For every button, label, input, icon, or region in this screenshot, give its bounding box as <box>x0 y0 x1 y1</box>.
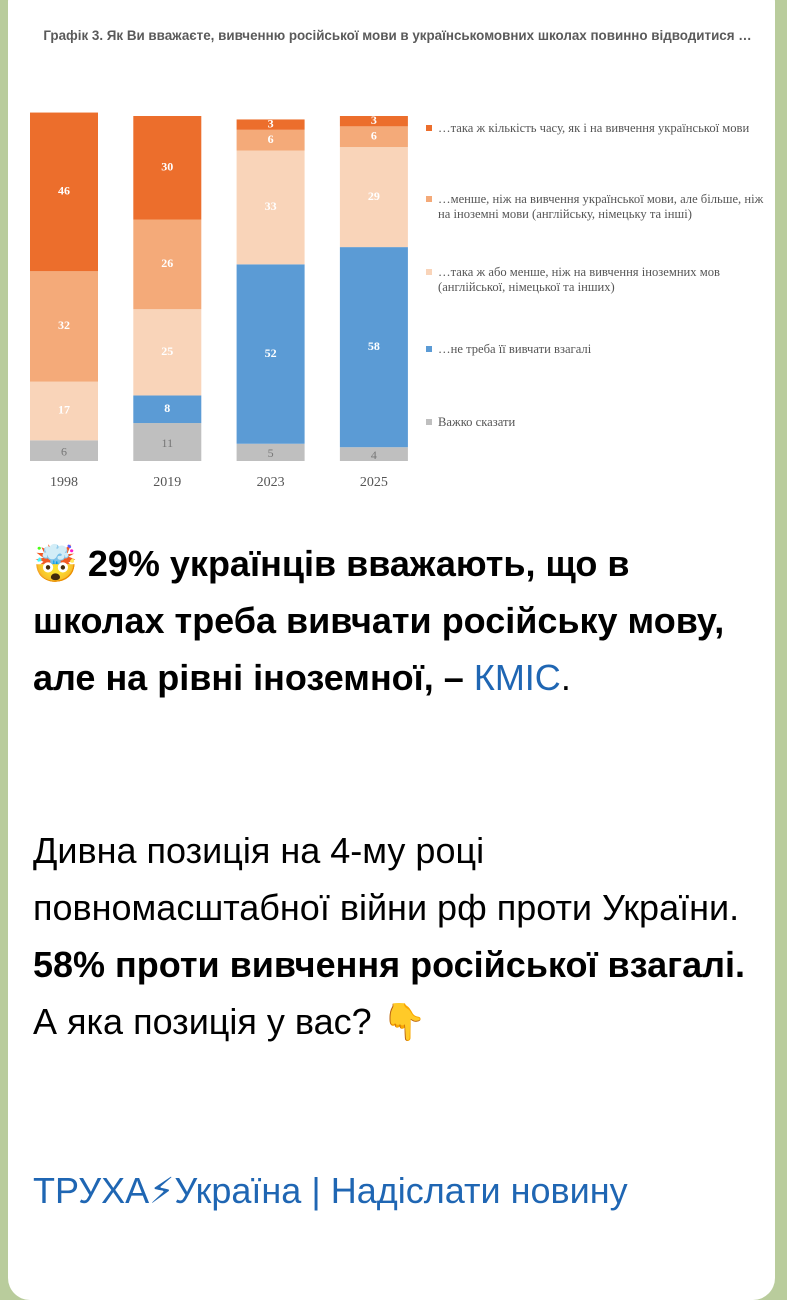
x-tick-label: 2023 <box>257 475 285 490</box>
legend-swatch <box>426 346 432 352</box>
data-label: 30 <box>161 160 173 174</box>
legend-item: Важко сказати <box>426 415 768 430</box>
bar-segment <box>339 147 408 248</box>
bar-segment <box>236 119 305 130</box>
legend-item: …така ж або менше, ніж на вивчення інозе… <box>426 265 768 294</box>
data-label: 8 <box>164 401 170 415</box>
bar-segment <box>133 309 202 396</box>
legend-swatch <box>426 419 432 425</box>
legend-swatch <box>426 125 432 131</box>
bar-segment <box>30 271 98 382</box>
headline-text: 29% українців вважають, що в школах треб… <box>33 543 725 698</box>
legend-label: …така ж або менше, ніж на вивчення інозе… <box>438 265 720 294</box>
legend-label: …така ж кількість часу, як і на вивчення… <box>438 121 750 135</box>
data-label: 17 <box>58 403 70 417</box>
channel-link[interactable]: ТРУХА⚡Україна <box>33 1170 302 1211</box>
bar-segment <box>30 112 98 272</box>
data-label: 46 <box>58 184 70 198</box>
data-label: 26 <box>161 256 173 270</box>
data-label: 58 <box>368 339 380 353</box>
data-label: 29 <box>368 189 380 203</box>
data-label: 3 <box>268 116 274 130</box>
bar-segment <box>133 116 202 220</box>
bar-segment <box>236 264 305 444</box>
body-text: Дивна позиція на 4-му році повномасштабн… <box>33 830 740 928</box>
x-tick-label: 2019 <box>153 475 181 490</box>
legend-label: Важко сказати <box>438 415 516 429</box>
data-label: 33 <box>265 199 277 213</box>
legend-swatch <box>426 196 432 202</box>
separator: | <box>311 1170 321 1211</box>
bar-segment <box>339 126 408 148</box>
data-label: 25 <box>161 344 173 358</box>
legend-item: …не треба її вивчати взагалі <box>426 342 768 357</box>
chart-title: Графік 3. Як Ви вважаєте, вивченню росій… <box>43 28 752 43</box>
bar-segment <box>133 219 202 310</box>
data-label: 6 <box>371 128 377 142</box>
footer: ТРУХА⚡Україна | Надіслати новину <box>33 1162 758 1219</box>
body-bold: 58% проти вивчення російської взагалі. <box>33 944 746 985</box>
chart: 6173246199811825263020195523363202345829… <box>30 112 408 490</box>
bar-segment <box>339 116 408 127</box>
source-link[interactable]: КМІС <box>473 657 561 698</box>
legend-item: …менше, ніж на вивчення української мови… <box>426 192 768 221</box>
bar-segment <box>133 423 202 461</box>
bar-segment <box>339 247 408 448</box>
legend-swatch <box>426 269 432 275</box>
x-tick-label: 1998 <box>50 475 78 490</box>
bar-segment <box>236 129 305 151</box>
x-tick-label: 2025 <box>360 475 388 490</box>
bar-segment <box>133 395 202 424</box>
body: Дивна позиція на 4-му році повномасштабн… <box>33 822 758 1050</box>
emoji: 👇 <box>381 1001 427 1042</box>
send-link[interactable]: Надіслати новину <box>330 1170 628 1211</box>
legend-label: …не треба її вивчати взагалі <box>438 342 592 356</box>
bar-segment <box>30 381 98 441</box>
period: . <box>560 657 571 698</box>
body-text: А яка позиція у вас? <box>33 1001 372 1042</box>
bar-segment <box>236 443 305 461</box>
bar-segment <box>30 440 98 461</box>
data-label: 6 <box>61 444 67 458</box>
legend-label: …менше, ніж на вивчення української мови… <box>438 192 764 221</box>
data-label: 4 <box>371 448 377 462</box>
data-label: 32 <box>58 318 70 332</box>
headline: 🤯 29% українців вважають, що в школах тр… <box>33 535 758 706</box>
data-label: 3 <box>371 113 377 127</box>
data-label: 6 <box>268 132 274 146</box>
data-label: 52 <box>265 346 277 360</box>
bar-segment <box>236 150 305 265</box>
bar-segment <box>339 447 408 461</box>
data-label: 5 <box>268 446 274 460</box>
legend-item: …така ж кількість часу, як і на вивчення… <box>426 121 768 136</box>
emoji: 🤯 <box>33 543 78 584</box>
data-label: 11 <box>162 436 174 450</box>
